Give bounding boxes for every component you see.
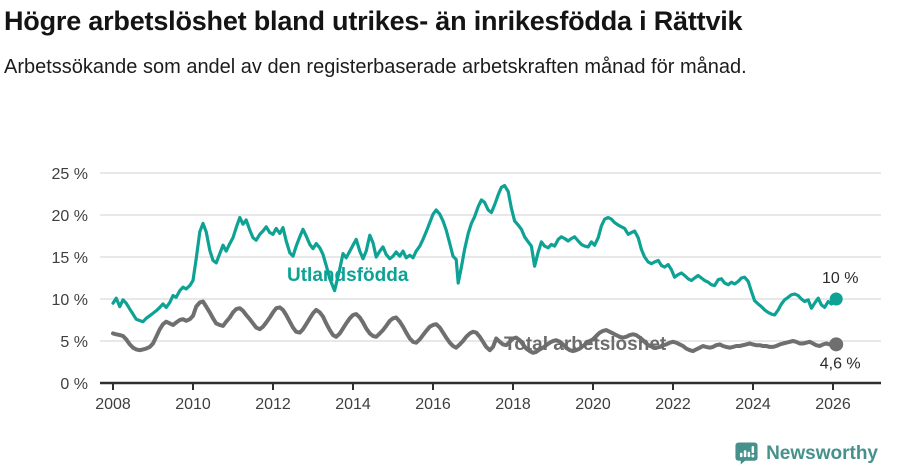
series-end-dot-utlandsfodda xyxy=(829,292,843,306)
page-title: Högre arbetslöshet bland utrikes- än inr… xyxy=(4,6,743,36)
x-tick-label: 2022 xyxy=(655,396,691,413)
x-tick-label: 2018 xyxy=(495,396,531,413)
x-tick-label: 2026 xyxy=(815,396,851,413)
y-tick-label: 0 % xyxy=(60,376,88,393)
y-tick-label: 5 % xyxy=(60,334,88,351)
newsworthy-logo-text: Newsworthy xyxy=(766,442,878,464)
x-tick-label: 2012 xyxy=(255,396,291,413)
chart-header: Högre arbetslöshet bland utrikes- än inr… xyxy=(0,0,900,82)
chart-subtitle: Arbetssökande som andel av den registerb… xyxy=(4,56,747,79)
y-tick-label: 15 % xyxy=(52,250,88,267)
x-tick-label: 2016 xyxy=(415,396,451,413)
x-tick-label: 2010 xyxy=(175,396,211,413)
x-tick-label: 2024 xyxy=(735,396,771,413)
series-end-label-total-arbetsloshet: 4,6 % xyxy=(820,355,861,372)
y-tick-label: 10 % xyxy=(52,292,88,309)
series-end-dot-total-arbetsloshet xyxy=(829,337,844,352)
x-tick-label: 2014 xyxy=(335,396,371,413)
series-label-total-arbetsloshet: Total arbetslöshet xyxy=(504,334,667,355)
series-end-label-utlandsfodda: 10 % xyxy=(822,270,858,287)
series-label-utlandsfodda: Utlandsfödda xyxy=(287,265,409,286)
newsworthy-logo-icon xyxy=(734,441,759,466)
x-tick-label: 2020 xyxy=(575,396,611,413)
branding-footer: Newsworthy xyxy=(734,441,878,466)
series-line-total-arbetsloshet xyxy=(111,299,839,355)
y-tick-label: 20 % xyxy=(52,208,88,225)
y-tick-label: 25 % xyxy=(52,166,88,183)
series-line-utlandsfodda xyxy=(111,184,838,324)
x-tick-label: 2008 xyxy=(95,396,131,413)
